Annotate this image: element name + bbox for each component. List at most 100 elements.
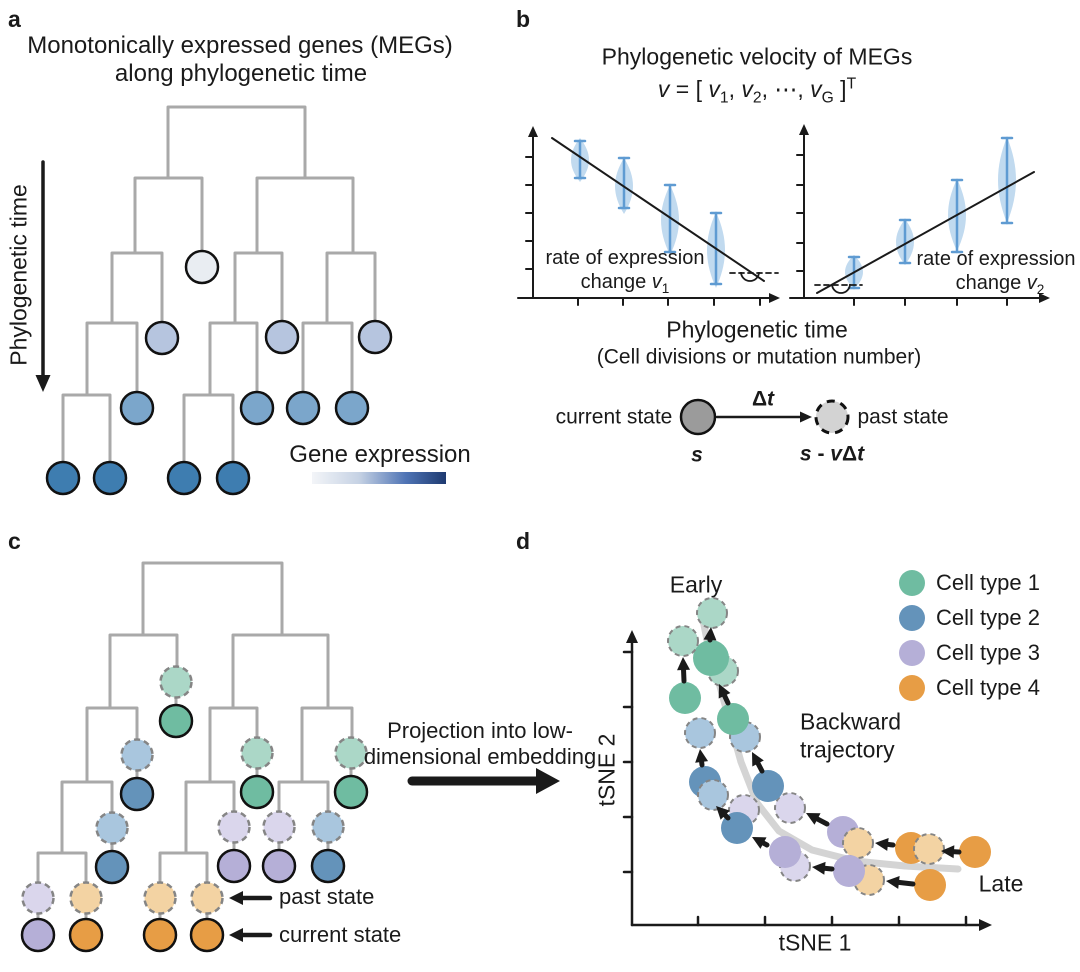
cell-state-pair [158, 665, 194, 739]
panel-c-tree [20, 561, 369, 953]
gene-expression-node [184, 249, 220, 285]
gene-expression-colorbar [312, 472, 446, 484]
panel-a-tree [35, 105, 446, 496]
backward-step-arrow [695, 749, 709, 768]
past-state-node [95, 811, 129, 845]
backward-step-arrow [752, 752, 765, 774]
cell-divisions-xlabel: (Cell divisions or mutation number) [596, 345, 922, 369]
velocity-plot-2 [789, 124, 1050, 306]
velocity-formula: v = [ v1, v2, ⋯, vG ]T [657, 75, 857, 107]
tree-branch [184, 780, 236, 853]
current-state-node [119, 776, 155, 812]
current-state-node [94, 849, 130, 885]
cell-point-past [774, 792, 806, 824]
backward-step-arrow [875, 837, 896, 851]
delta-t-label: Δt [751, 387, 775, 411]
tree-branch [231, 633, 330, 708]
cell-point-current [914, 869, 946, 901]
panel-b-letter: b [516, 6, 531, 32]
state-pointer-arrow [229, 891, 273, 905]
tree-branch [85, 321, 139, 395]
projection-label-line2: dimensional embedding [363, 743, 597, 769]
phylogenetic-time-xlabel: Phylogenetic time [666, 316, 848, 343]
tree-branch [110, 251, 164, 323]
legend-dot-teal [899, 570, 925, 596]
projection-thick-arrow [407, 768, 560, 794]
past-state-node [69, 881, 103, 915]
backward-step-arrow [886, 875, 916, 889]
past-state-node [159, 665, 193, 699]
cell-point-past [684, 717, 716, 749]
tree-branch [141, 561, 284, 635]
current-state-node [333, 774, 369, 810]
past-state-node [21, 881, 55, 915]
current-state-node [310, 848, 346, 884]
cell-point-current [769, 836, 801, 868]
past-state-circle [814, 399, 850, 435]
cell-state-pair [68, 881, 104, 953]
tree-branch [300, 706, 354, 782]
tree-branch [108, 633, 179, 708]
violin [707, 211, 725, 288]
cell-state-pair [189, 881, 225, 953]
panel-a-title-line2: along phylogenetic time [114, 59, 368, 87]
tree-branch [208, 321, 259, 395]
cell-point-past [913, 833, 945, 865]
tree-branch [166, 105, 307, 178]
current-state-node [20, 917, 56, 953]
legend-label-cell-type-2: Cell type 2 [936, 604, 1040, 630]
phylogenetic-time-arrow [35, 160, 51, 392]
current-state-label: current state [555, 405, 673, 429]
gene-expression-node [334, 390, 370, 426]
current-state-node [216, 848, 252, 884]
tree-branch [255, 176, 355, 253]
tsne2-axis-label: tSNE 2 [593, 733, 620, 807]
cell-point-past [842, 827, 874, 859]
panel-d-letter: d [516, 528, 531, 554]
cell-state-pair [119, 738, 155, 812]
legend-label-cell-type-3: Cell type 3 [936, 639, 1040, 665]
phylogenetic-time-axis-label: Phylogenetic time [5, 184, 32, 366]
tree-branch [208, 706, 259, 782]
violin [896, 218, 914, 265]
backward-step-arrow [941, 845, 962, 859]
past-state-label: past state [857, 405, 949, 429]
current-state-node [158, 703, 194, 739]
gene-expression-node [285, 390, 321, 426]
past-state-node [262, 810, 296, 844]
delta-t-arrow [715, 411, 812, 423]
cell-state-pair [333, 736, 369, 810]
gene-expression-node [239, 390, 275, 426]
current-state-node [68, 917, 104, 953]
past-state-node [311, 810, 345, 844]
early-label: Early [669, 571, 723, 598]
cell-point-current [717, 703, 749, 735]
violin [661, 183, 679, 255]
projection-label-line1: Projection into low- [387, 717, 573, 743]
backward-step-arrow [716, 806, 731, 821]
backward-trajectory-label-line1: Backward [800, 708, 901, 735]
legend-dot-blue [899, 605, 925, 631]
rate-annotation-right-line2: change v2 [955, 272, 1045, 298]
cell-point-current [833, 855, 865, 887]
legend-dot-lavender [899, 640, 925, 666]
cell-state-pair [239, 736, 275, 810]
past-state-node [334, 736, 368, 770]
tree-branch [182, 393, 235, 463]
tree-branch [233, 251, 284, 323]
cell-point-current [693, 640, 729, 676]
violin [998, 136, 1016, 225]
past-state-annotation: past state [279, 883, 375, 909]
backward-trajectory-label-line2: trajectory [800, 736, 895, 763]
s-minus-vdt-label: s - vΔt [799, 442, 865, 466]
backward-step-arrow [812, 861, 835, 875]
cell-point-current [669, 682, 701, 714]
tree-branch [85, 706, 139, 782]
gene-expression-node [166, 460, 202, 496]
panel-a-letter: a [8, 6, 21, 32]
legend-label-cell-type-4: Cell type 4 [936, 674, 1040, 700]
gene-expression-node [264, 319, 300, 355]
tree-branch [277, 780, 330, 812]
s-state-label: s [691, 443, 703, 467]
